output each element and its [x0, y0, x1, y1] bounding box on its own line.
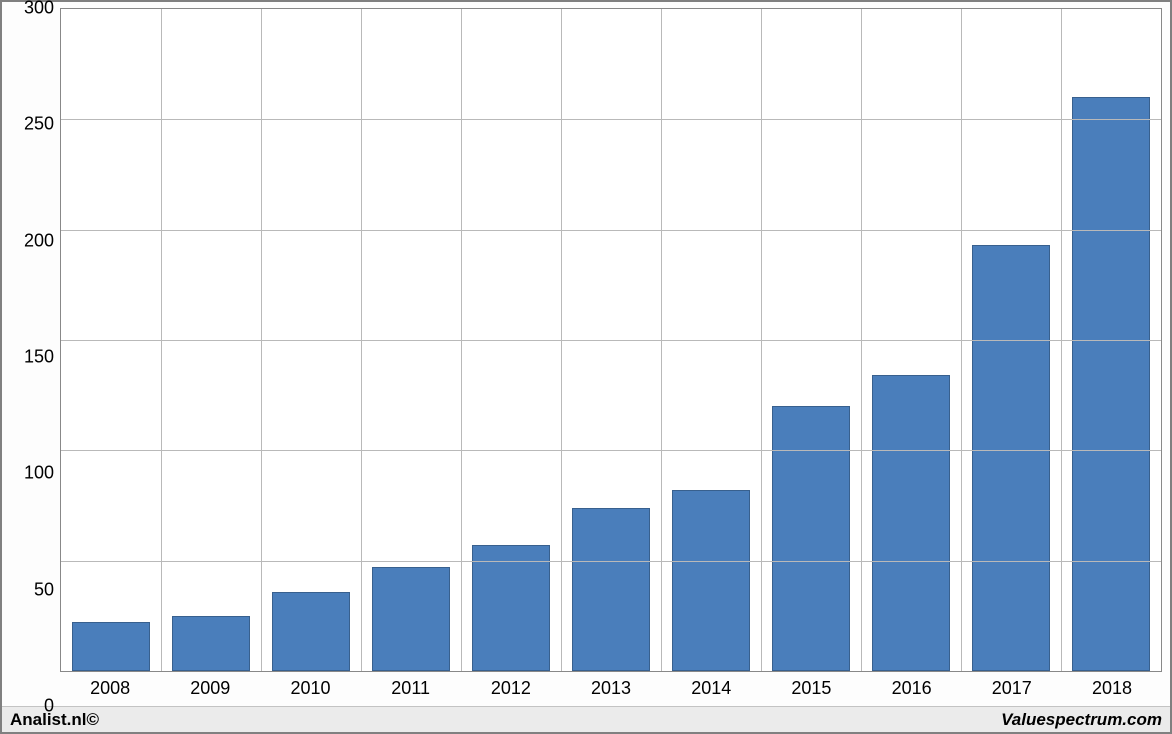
x-tick-label: 2014	[661, 672, 761, 706]
bar	[472, 545, 550, 671]
chart-body: 050100150200250300 200820092010201120122…	[10, 8, 1162, 706]
chart-frame: 050100150200250300 200820092010201120122…	[0, 0, 1172, 734]
plot-column: 2008200920102011201220132014201520162017…	[60, 8, 1162, 706]
x-tick-label: 2008	[60, 672, 160, 706]
h-gridline	[61, 230, 1161, 231]
bar	[872, 375, 950, 671]
v-gridline	[561, 9, 562, 671]
bar	[72, 622, 150, 671]
x-axis: 2008200920102011201220132014201520162017…	[60, 672, 1162, 706]
y-tick-label: 300	[24, 0, 54, 19]
x-tick-label: 2013	[561, 672, 661, 706]
y-tick-label: 250	[24, 114, 54, 135]
footer-right: Valuespectrum.com	[1001, 710, 1162, 730]
bar	[572, 508, 650, 671]
v-gridline	[961, 9, 962, 671]
bar	[972, 245, 1050, 671]
bar	[672, 490, 750, 671]
x-tick-label: 2012	[461, 672, 561, 706]
y-axis: 050100150200250300	[10, 8, 60, 706]
footer: Analist.nl© Valuespectrum.com	[2, 706, 1170, 732]
bar	[172, 616, 250, 671]
h-gridline	[61, 119, 1161, 120]
y-tick-label: 50	[34, 579, 54, 600]
bar	[272, 592, 350, 671]
x-tick-label: 2011	[361, 672, 461, 706]
x-tick-label: 2017	[962, 672, 1062, 706]
chart-outer: 050100150200250300 200820092010201120122…	[2, 2, 1170, 706]
h-gridline	[61, 340, 1161, 341]
y-tick-label: 150	[24, 347, 54, 368]
x-tick-label: 2016	[862, 672, 962, 706]
v-gridline	[361, 9, 362, 671]
y-tick-label: 100	[24, 463, 54, 484]
v-gridline	[1061, 9, 1062, 671]
v-gridline	[461, 9, 462, 671]
v-gridline	[161, 9, 162, 671]
bar	[1072, 97, 1150, 671]
bar	[372, 567, 450, 671]
x-tick-label: 2010	[260, 672, 360, 706]
h-gridline	[61, 561, 1161, 562]
bar	[772, 406, 850, 671]
v-gridline	[661, 9, 662, 671]
h-gridline	[61, 450, 1161, 451]
x-tick-label: 2009	[160, 672, 260, 706]
y-tick-label: 0	[44, 696, 54, 717]
footer-left: Analist.nl©	[10, 710, 99, 730]
x-tick-label: 2018	[1062, 672, 1162, 706]
x-tick-label: 2015	[761, 672, 861, 706]
y-tick-label: 200	[24, 230, 54, 251]
plot-area	[60, 8, 1162, 672]
v-gridline	[761, 9, 762, 671]
v-gridline	[861, 9, 862, 671]
v-gridline	[261, 9, 262, 671]
